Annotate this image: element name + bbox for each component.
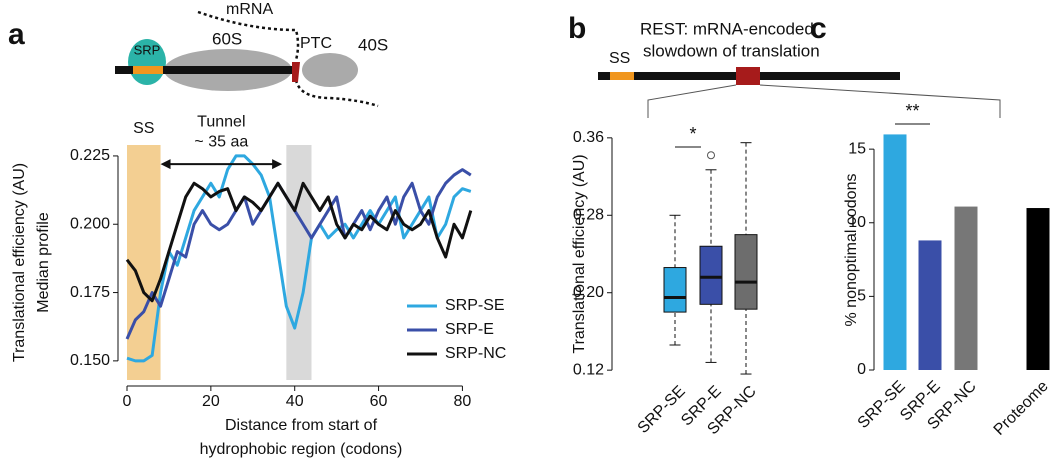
x-tick-label: 80 bbox=[454, 393, 472, 410]
label: PTC bbox=[300, 35, 332, 52]
panel-label: c bbox=[810, 12, 827, 45]
line bbox=[125, 181, 473, 303]
nascent-chain bbox=[115, 66, 297, 74]
signal-sequence bbox=[133, 66, 163, 74]
legend-label: SRP-E bbox=[445, 321, 494, 338]
x-tick-label: 60 bbox=[370, 393, 388, 410]
panel-label: b bbox=[568, 12, 586, 45]
rest-region bbox=[736, 67, 760, 85]
y-axis-label: Translational efficiency (AU) bbox=[11, 163, 28, 362]
y-tick-label: 0.12 bbox=[573, 361, 604, 378]
x-tick-label: 0 bbox=[123, 393, 132, 410]
x-tick-label: Proteome bbox=[991, 378, 1050, 439]
ptc bbox=[292, 62, 300, 82]
x-tick-label: SRP-SE bbox=[855, 378, 909, 432]
legend-label: SRP-NC bbox=[445, 345, 506, 362]
annotation: ~ 35 aa bbox=[194, 133, 248, 150]
y-axis-label: % nonoptimal codons bbox=[843, 174, 860, 327]
shaded-region bbox=[127, 145, 161, 380]
line bbox=[125, 168, 472, 340]
label: SRP bbox=[134, 42, 161, 57]
x-tick-label: 40 bbox=[286, 393, 304, 410]
y-tick-label: 15 bbox=[848, 140, 866, 157]
outlier bbox=[707, 151, 715, 160]
label: mRNA bbox=[226, 1, 273, 18]
zoom-lines bbox=[647, 84, 1001, 118]
box bbox=[663, 267, 687, 313]
y-axis-label: Median profile bbox=[35, 212, 52, 313]
ribosome-diagram: SRP 60S mRNA PTC 40S bbox=[115, 1, 388, 108]
box bbox=[699, 245, 723, 305]
arrow-head bbox=[160, 159, 171, 170]
legend-label: SRP-SE bbox=[445, 297, 505, 314]
arrow-head bbox=[272, 159, 283, 170]
y-tick-label: 0.225 bbox=[70, 147, 110, 164]
title: slowdown of translation bbox=[643, 41, 820, 60]
mrna bbox=[294, 79, 379, 108]
y-tick-label: 10 bbox=[848, 214, 866, 231]
region-label: SS bbox=[133, 120, 154, 137]
y-tick-label: 0.36 bbox=[573, 129, 604, 146]
signal-sequence bbox=[610, 72, 634, 80]
small-subunit bbox=[302, 53, 358, 87]
significance-label: * bbox=[689, 124, 696, 144]
line bbox=[126, 154, 472, 363]
y-tick-label: 0.175 bbox=[70, 284, 110, 301]
bar bbox=[883, 134, 907, 370]
annotation: Tunnel bbox=[197, 113, 245, 130]
bar bbox=[954, 206, 978, 370]
gene-diagram: REST: mRNA-encoded slowdown of translati… bbox=[598, 19, 1001, 118]
x-tick-label: SRP-SE bbox=[635, 383, 689, 437]
y-tick-label: 0.28 bbox=[573, 206, 604, 223]
bar bbox=[918, 240, 942, 370]
label: 40S bbox=[358, 35, 388, 54]
y-tick-label: 0.20 bbox=[573, 284, 604, 301]
y-tick-label: 0.150 bbox=[70, 352, 110, 369]
title: REST: mRNA-encoded bbox=[640, 19, 814, 38]
y-tick-label: 0 bbox=[857, 361, 866, 378]
y-tick-label: 5 bbox=[857, 288, 866, 305]
x-axis-label: hydrophobic region (codons) bbox=[200, 441, 403, 458]
label: SS bbox=[609, 50, 630, 67]
box bbox=[734, 234, 758, 310]
significance-label: ** bbox=[905, 101, 919, 121]
label: 60S bbox=[212, 29, 242, 48]
y-tick-label: 0.200 bbox=[70, 215, 110, 232]
y-axis-label: Translational efficiency (AU) bbox=[571, 154, 588, 353]
x-axis-label: Distance from start of bbox=[225, 417, 378, 434]
x-tick-label: 20 bbox=[202, 393, 220, 410]
panel-label: a bbox=[8, 18, 25, 51]
bar bbox=[1026, 208, 1050, 370]
